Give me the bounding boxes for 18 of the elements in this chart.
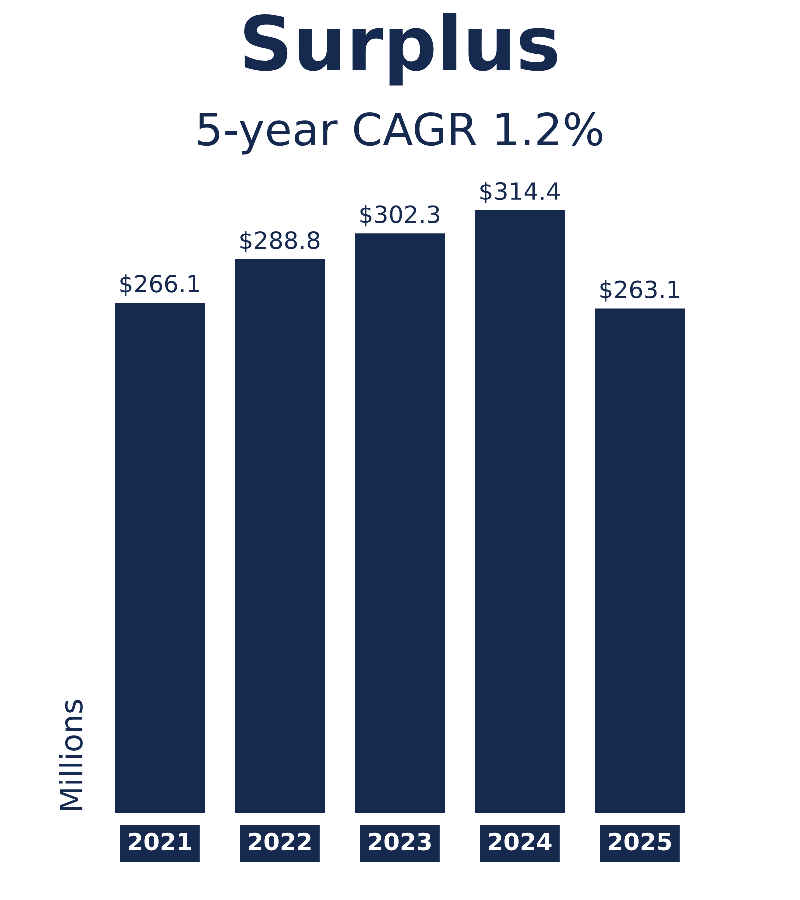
x-tick-label: 2025	[609, 832, 672, 851]
x-tick-label: 2023	[369, 832, 431, 851]
data-label: $288.8	[240, 231, 320, 252]
chart-subtitle: 5-year CAGR 1.2%	[198, 112, 602, 155]
data-label: $263.1	[600, 280, 680, 302]
data-label: $266.1	[120, 274, 200, 296]
bar	[595, 308, 685, 813]
data-label: $302.3	[360, 205, 440, 227]
bar	[235, 259, 325, 813]
bar	[355, 234, 445, 813]
data-label: $314.4	[480, 182, 560, 204]
chart-title: Surplus	[244, 13, 558, 86]
x-tick-label: 2022	[249, 832, 311, 851]
bar	[115, 302, 205, 813]
y-axis-title: Millions	[59, 700, 83, 810]
x-tick-label: 2021	[129, 832, 192, 851]
bar	[475, 210, 565, 813]
x-tick-label: 2024	[489, 832, 552, 851]
